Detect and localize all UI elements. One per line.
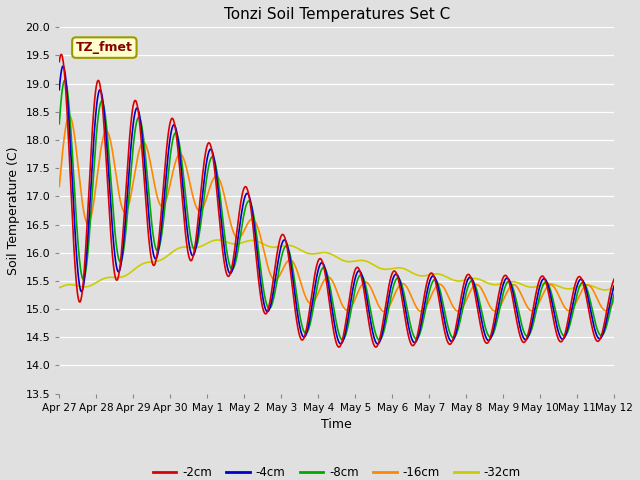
X-axis label: Time: Time	[321, 418, 352, 431]
Text: TZ_fmet: TZ_fmet	[76, 41, 132, 54]
Title: Tonzi Soil Temperatures Set C: Tonzi Soil Temperatures Set C	[223, 7, 450, 22]
Legend: -2cm, -4cm, -8cm, -16cm, -32cm: -2cm, -4cm, -8cm, -16cm, -32cm	[148, 462, 525, 480]
Y-axis label: Soil Temperature (C): Soil Temperature (C)	[7, 146, 20, 275]
